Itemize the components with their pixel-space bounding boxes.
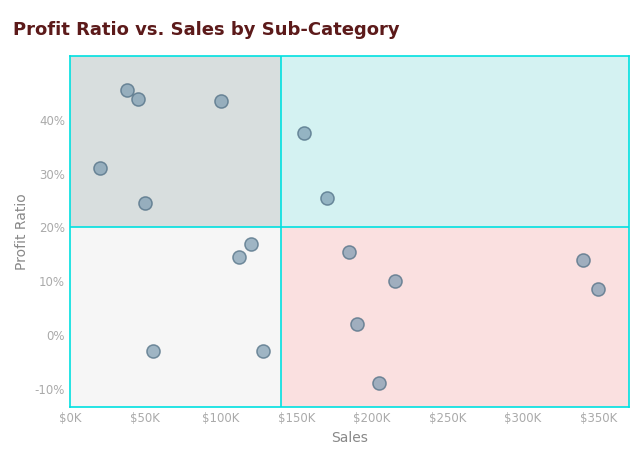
Point [344, 248, 354, 256]
Point [148, 347, 158, 355]
Point [593, 286, 603, 293]
Bar [281, 56, 629, 227]
Text: Profit Ratio vs. Sales by Sub-Category: Profit Ratio vs. Sales by Sub-Category [13, 21, 399, 39]
Point [578, 256, 589, 263]
Point [389, 277, 399, 285]
Point [258, 347, 268, 355]
X-axis label: Sales: Sales [331, 431, 368, 445]
Point [234, 253, 244, 261]
Point [352, 320, 362, 328]
Point [246, 240, 256, 247]
Point [216, 98, 226, 105]
Point [140, 200, 150, 207]
Point [95, 165, 105, 172]
Bar [281, 227, 629, 407]
Point [133, 95, 143, 102]
Bar [70, 56, 281, 227]
Point [375, 380, 385, 387]
Point [321, 194, 331, 201]
Point [299, 130, 309, 137]
Point [122, 87, 132, 94]
Bar [70, 227, 281, 407]
Y-axis label: Profit Ratio: Profit Ratio [15, 193, 29, 270]
